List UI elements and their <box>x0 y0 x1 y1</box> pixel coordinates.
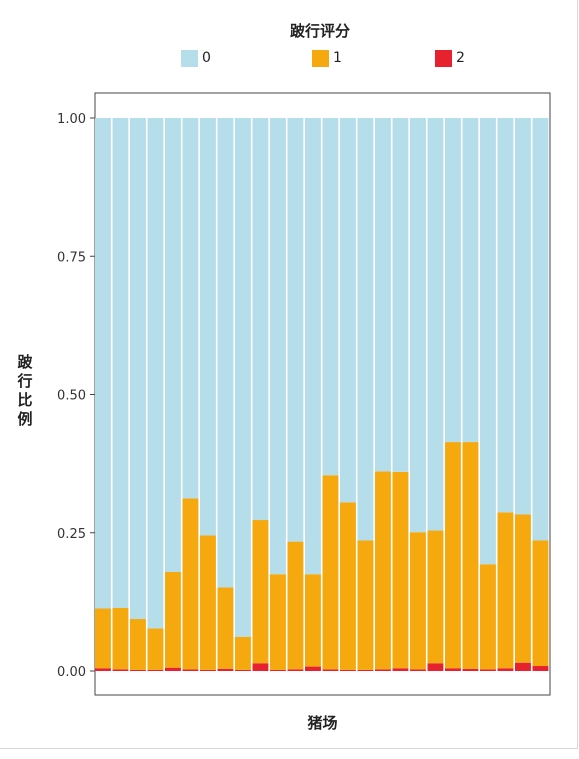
legend-label-1: 1 <box>333 50 342 66</box>
bar-segment-score-1-3 <box>130 619 146 670</box>
bar-segment-score-1-9 <box>235 636 251 670</box>
legend-swatch-0 <box>181 49 198 67</box>
bar-segment-score-1-20 <box>427 530 444 664</box>
bar-segment-score-0-9 <box>235 118 251 637</box>
bar-segment-score-1-22 <box>462 442 479 669</box>
legend-title: 跛行评分 <box>289 22 350 40</box>
bar-segment-score-2-13 <box>305 666 321 671</box>
bar-segment-score-2-5 <box>165 667 181 671</box>
bar-segment-score-1-25 <box>515 514 531 663</box>
bar-segment-score-2-7 <box>200 669 216 671</box>
bar-segment-score-1-4 <box>147 628 164 670</box>
bar-segment-score-2-26 <box>532 666 549 671</box>
bar-segment-score-0-10 <box>252 118 269 521</box>
bar-segment-score-2-6 <box>182 669 199 671</box>
bar-segment-score-2-25 <box>515 662 531 671</box>
bar-segment-score-2-8 <box>217 668 234 671</box>
bar-segment-score-2-10 <box>252 663 269 671</box>
bar-segment-score-0-18 <box>392 118 409 472</box>
bar-segment-score-2-2 <box>112 669 129 671</box>
y-axis-title: 跛行比例 <box>17 353 33 428</box>
y-tick-label: 0.50 <box>57 389 86 404</box>
bar-segment-score-0-14 <box>322 118 339 476</box>
bar-segment-score-1-14 <box>322 475 339 670</box>
bar-segment-score-1-12 <box>287 541 304 670</box>
bar-segment-score-1-1 <box>95 608 111 669</box>
bar-segment-score-0-12 <box>287 118 304 542</box>
bar-segment-score-2-16 <box>357 669 374 671</box>
bar-segment-score-0-16 <box>357 118 374 541</box>
bar-segment-score-2-24 <box>497 668 514 671</box>
bar-segment-score-1-5 <box>165 572 181 668</box>
bar-segment-score-2-20 <box>427 663 444 671</box>
bar-segment-score-2-1 <box>95 668 111 671</box>
bar-segment-score-0-3 <box>130 118 146 620</box>
y-tick-label: 0.00 <box>57 665 86 680</box>
bar-segment-score-1-7 <box>200 535 216 670</box>
bar-segment-score-1-24 <box>497 512 514 669</box>
bar-segment-score-2-3 <box>130 669 146 671</box>
legend-item-1: 1 <box>312 49 342 67</box>
bar-segment-score-1-18 <box>392 471 409 669</box>
legend-label-2: 2 <box>456 50 465 66</box>
bar-segment-score-0-2 <box>112 118 129 608</box>
bar-segment-score-0-15 <box>340 118 356 503</box>
bar-segment-score-1-13 <box>305 574 321 667</box>
bar-segment-score-2-15 <box>340 669 356 671</box>
bar-segment-score-0-11 <box>270 118 286 575</box>
bar-segment-score-1-16 <box>357 540 374 670</box>
bar-segment-score-2-12 <box>287 669 304 671</box>
bar-segment-score-2-11 <box>270 669 286 671</box>
bar-segment-score-0-17 <box>375 118 391 472</box>
bar-segment-score-1-21 <box>445 442 461 669</box>
bar-segment-score-2-14 <box>322 669 339 671</box>
bar-segment-score-0-1 <box>95 118 111 609</box>
bar-segment-score-0-21 <box>445 118 461 443</box>
bar-segment-score-1-26 <box>532 540 549 667</box>
bar-segment-score-2-22 <box>462 668 479 671</box>
bar-segment-score-2-19 <box>410 669 426 671</box>
y-tick-label: 1.00 <box>57 112 86 127</box>
bar-segment-score-1-19 <box>410 532 426 670</box>
legend-label-0: 0 <box>202 50 211 66</box>
bar-segment-score-0-19 <box>410 118 426 533</box>
bar-segment-score-0-5 <box>165 118 181 573</box>
bar-segment-score-0-25 <box>515 118 531 515</box>
bar-segment-score-0-23 <box>480 118 496 565</box>
x-axis-title: 猪场 <box>307 714 338 732</box>
bar-segment-score-0-7 <box>200 118 216 536</box>
bar-segment-score-0-6 <box>182 118 199 499</box>
bar-segment-score-0-13 <box>305 118 321 575</box>
bar-segment-score-1-10 <box>252 520 269 664</box>
legend-item-0: 0 <box>181 49 211 67</box>
bar-segment-score-2-18 <box>392 668 409 671</box>
bar-segment-score-1-2 <box>112 607 129 670</box>
legend-swatch-1 <box>312 49 329 67</box>
bar-segment-score-2-23 <box>480 669 496 671</box>
bar-segment-score-0-22 <box>462 118 479 443</box>
bar-segment-score-0-8 <box>217 118 234 588</box>
y-tick-label: 0.25 <box>57 527 86 542</box>
bar-segment-score-0-24 <box>497 118 514 513</box>
y-tick-label: 0.75 <box>57 250 86 265</box>
bar-segment-score-1-6 <box>182 498 199 670</box>
bar-segment-score-0-4 <box>147 118 164 629</box>
bar-segment-score-1-17 <box>375 471 391 670</box>
bar-segment-score-1-11 <box>270 574 286 670</box>
bar-segment-score-2-9 <box>235 669 251 671</box>
bar-segment-score-2-4 <box>147 669 164 671</box>
legend-item-2: 2 <box>435 49 465 67</box>
bar-segment-score-1-23 <box>480 564 496 670</box>
bar-segment-score-2-17 <box>375 669 391 671</box>
bar-segment-score-1-8 <box>217 587 234 669</box>
bar-segment-score-0-26 <box>532 118 549 541</box>
bar-segment-score-1-15 <box>340 502 356 670</box>
bar-segment-score-2-21 <box>445 668 461 671</box>
legend-swatch-2 <box>435 49 452 67</box>
bar-segment-score-0-20 <box>427 118 444 531</box>
